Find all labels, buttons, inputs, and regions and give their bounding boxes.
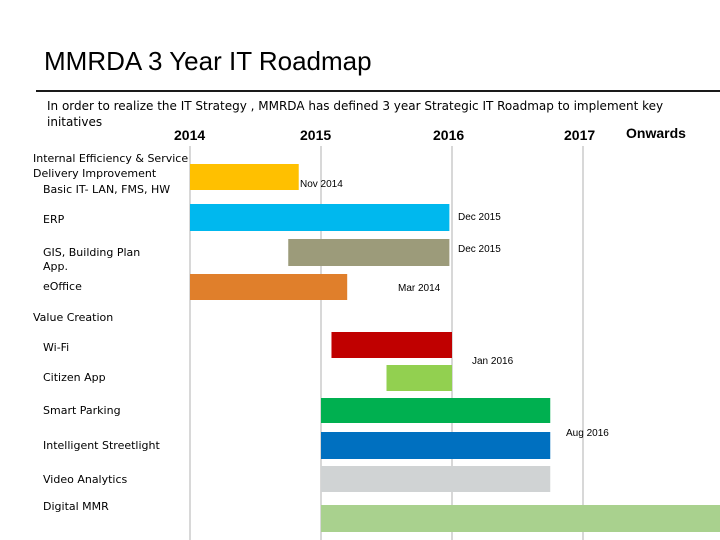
task-end-label-3: Mar 2014 [398,283,441,294]
task-label-1: ERP [43,213,65,226]
task-bar-3 [190,274,348,300]
task-label-9: Digital MMR [43,500,109,513]
task-end-label-4: Jan 2016 [472,356,514,367]
task-bar-0 [190,164,299,190]
task-bar-1 [190,204,450,231]
title-divider [36,90,720,92]
task-bar-5 [386,365,452,391]
task-label-6: Smart Parking [43,404,121,417]
task-bar-6 [321,398,551,423]
task-label-7: Intelligent Streetlight [43,439,160,452]
intro-text: In order to realize the IT Strategy , MM… [47,99,664,129]
task-bar-8 [321,466,551,492]
slide-title: MMRDA 3 Year IT Roadmap [44,46,372,76]
task-bar-2 [288,239,450,266]
task-end-label-0: Nov 2014 [300,179,343,190]
year-label-onwards: Onwards [626,125,686,141]
task-end-label-2: Dec 2015 [458,244,501,255]
year-label-2017: 2017 [564,127,596,143]
group-label-value-creation: Value Creation [33,311,113,324]
task-label-3: eOffice [43,280,82,293]
task-end-label-6: Aug 2016 [566,428,609,439]
task-bar-7 [321,432,551,459]
year-label-2015: 2015 [300,127,332,143]
year-label-2016: 2016 [433,127,465,143]
task-bar-4 [331,332,452,358]
task-label-8: Video Analytics [43,473,128,486]
task-label-4: Wi-Fi [43,341,69,354]
task-bar-9 [321,505,720,532]
task-end-label-1: Dec 2015 [458,212,501,223]
group-label-internal-efficiency: Internal Efficiency & Service Delivery Im… [33,152,188,180]
task-label-2: GIS, Building Plan App. [43,246,140,273]
task-label-0: Basic IT- LAN, FMS, HW [43,183,170,196]
year-label-2014: 2014 [174,127,206,143]
task-label-5: Citizen App [43,371,106,384]
